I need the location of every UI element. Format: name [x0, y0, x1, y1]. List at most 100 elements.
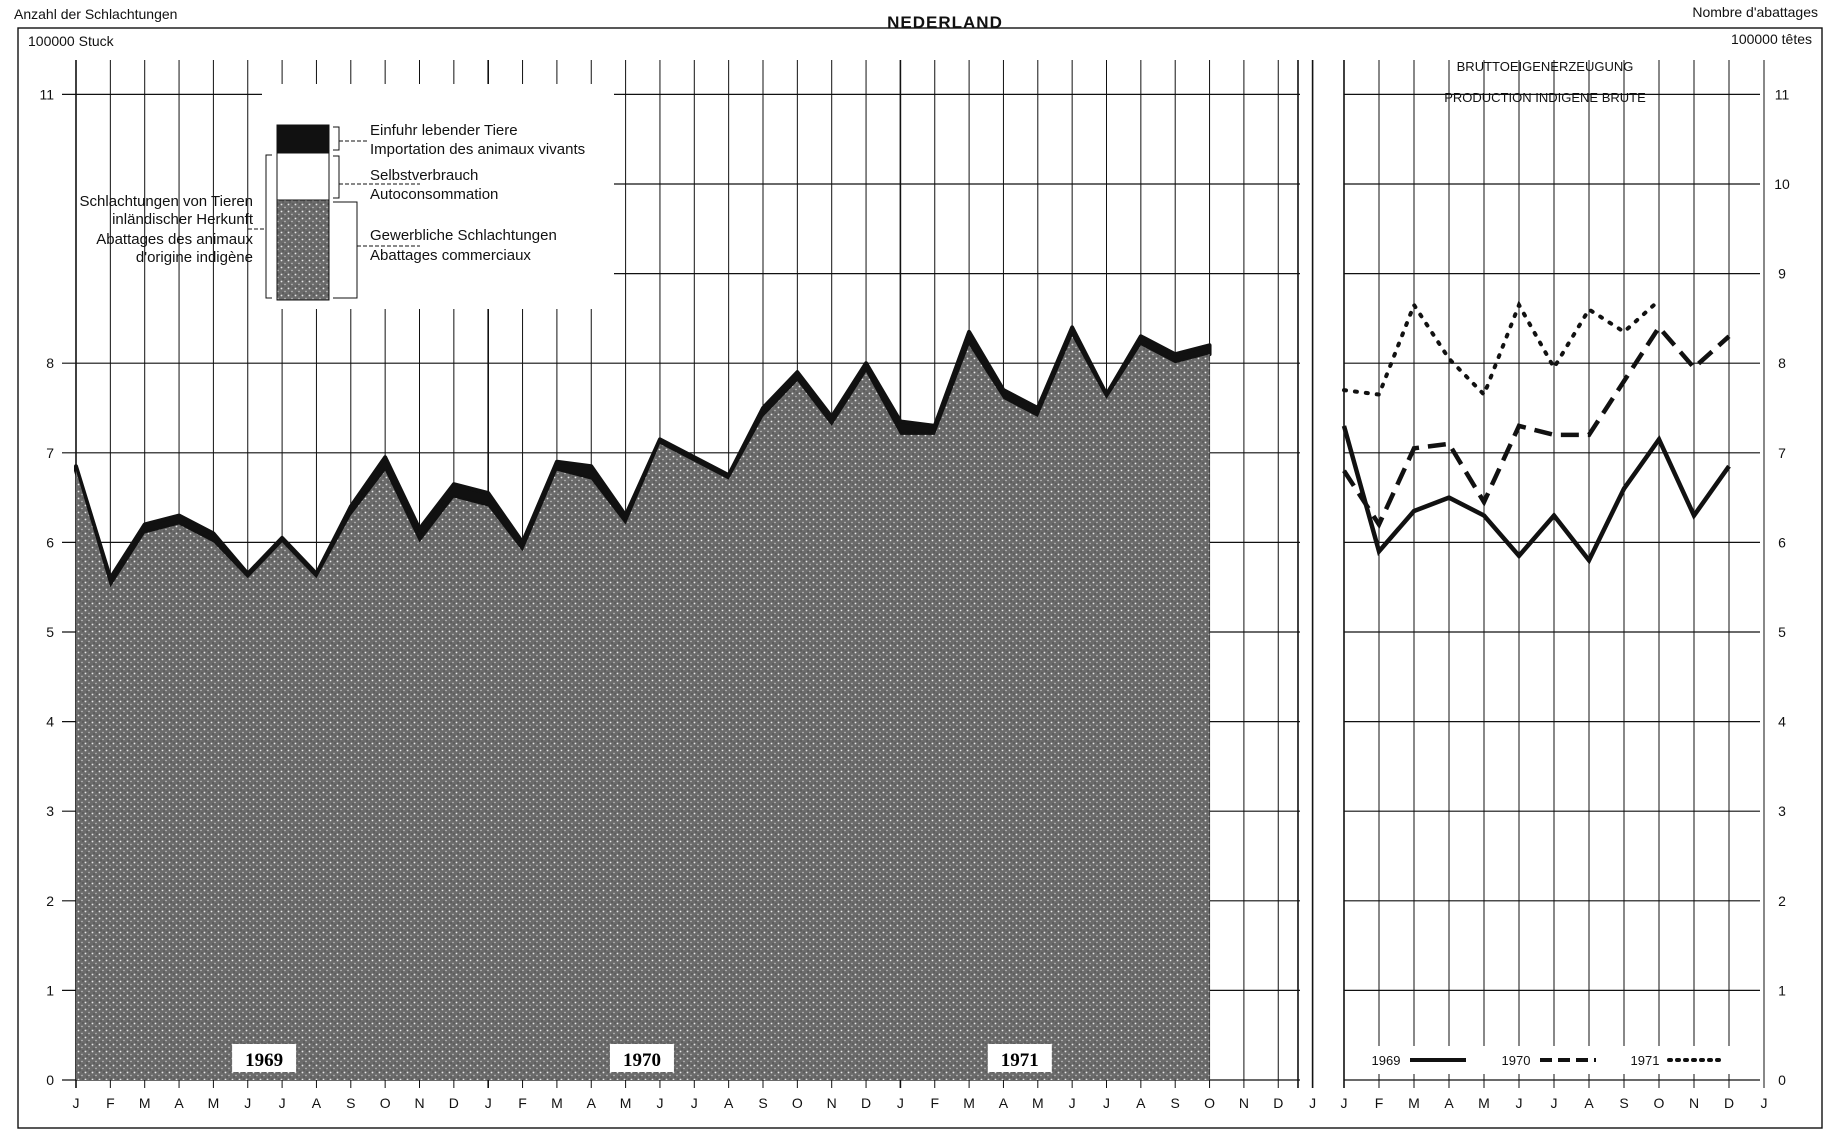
y-tick-right-9: 9 [1778, 266, 1786, 282]
x-tick-right-0: J [1341, 1095, 1348, 1111]
x-tick-left-23: D [861, 1095, 871, 1111]
legend-import-fr: Importation des animaux vivants [370, 141, 585, 158]
legend-domestic-de-1: Schlachtungen von Tieren [80, 193, 253, 210]
x-tick-left-36: J [1309, 1095, 1316, 1111]
legend-bracket-self [333, 155, 340, 199]
y-tick-right-11: 11 [1775, 86, 1790, 102]
x-tick-left-14: M [551, 1095, 563, 1111]
legend-commercial-de: Gewerbliche Schlachtungen [370, 227, 557, 244]
y-tick-right-2: 2 [1778, 893, 1786, 909]
x-tick-left-9: O [380, 1095, 391, 1111]
y-tick-right-8: 8 [1778, 355, 1786, 371]
x-tick-left-22: N [827, 1095, 837, 1111]
x-tick-right-10: N [1689, 1095, 1699, 1111]
legend-bracket-commercial [333, 201, 358, 299]
x-tick-left-11: D [449, 1095, 459, 1111]
y-tick-right-3: 3 [1778, 803, 1786, 819]
legend-commercial-fr: Abattages commerciaux [370, 247, 531, 264]
y-tick-right-5: 5 [1778, 624, 1786, 640]
unit-label-right: 100000 têtes [1731, 31, 1812, 47]
legend-label-1971: 1971 [1631, 1053, 1660, 1068]
x-tick-right-9: O [1654, 1095, 1665, 1111]
x-tick-left-6: J [279, 1095, 286, 1111]
x-tick-left-13: F [518, 1095, 527, 1111]
x-tick-right-2: M [1408, 1095, 1420, 1111]
x-tick-left-17: J [656, 1095, 663, 1111]
x-tick-right-11: D [1724, 1095, 1734, 1111]
x-tick-left-18: J [691, 1095, 698, 1111]
axis-labels: 0 1 2 3 4 5 6 7 8 11 0 1 2 3 4 5 6 7 8 9 10 11 J F M A M J J A S O N D J F M… [39, 86, 1790, 1111]
legend-self-fr: Autoconsommation [370, 186, 498, 203]
year-label-1970: 1970 [623, 1050, 661, 1071]
x-tick-left-29: J [1069, 1095, 1076, 1111]
y-tick-right-6: 6 [1778, 534, 1786, 550]
legend-bg-1971 [1625, 1046, 1755, 1074]
y-tick-right-4: 4 [1778, 714, 1786, 730]
y-tick-left-1: 1 [46, 982, 54, 998]
line-legend: 1969 1970 1971 [1366, 1046, 1755, 1074]
x-tick-right-12: J [1761, 1095, 1768, 1111]
x-tick-left-32: S [1171, 1095, 1180, 1111]
y-tick-right-10: 10 [1774, 176, 1790, 192]
year-box-1971 [987, 1044, 1052, 1072]
x-tick-left-21: O [792, 1095, 803, 1111]
y-tick-left-5: 5 [46, 624, 54, 640]
y-tick-left-7: 7 [46, 445, 54, 461]
x-tick-left-34: N [1239, 1095, 1249, 1111]
y-tick-left-6: 6 [46, 534, 54, 550]
x-tick-left-33: O [1204, 1095, 1215, 1111]
line-series-1971 [1342, 298, 1661, 399]
legend-label-1970: 1970 [1502, 1053, 1531, 1068]
stack-legend: Einfuhr lebender Tiere Importation des a… [80, 84, 614, 309]
area-series: 1969 1970 1971 [74, 325, 1212, 1080]
y-axis-title-right: Nombre d'abattages [1692, 4, 1818, 20]
y-axis-title-left: Anzahl der Schlachtungen [14, 6, 177, 22]
legend-bracket-import [333, 126, 340, 151]
x-tick-right-1: F [1375, 1095, 1384, 1111]
x-tick-left-16: M [620, 1095, 632, 1111]
y-tick-right-7: 7 [1778, 445, 1786, 461]
y-tick-right-0: 0 [1778, 1072, 1786, 1088]
legend-domestic-fr-1: Abattages des animaux [96, 231, 253, 248]
outer-frame [17, 27, 1823, 1129]
x-tick-right-6: J [1551, 1095, 1558, 1111]
x-tick-left-7: A [312, 1095, 322, 1111]
y-tick-right-1: 1 [1778, 982, 1786, 998]
y-tick-left-8: 8 [46, 355, 54, 371]
legend-self-de: Selbstverbrauch [370, 167, 478, 184]
x-tick-left-35: D [1273, 1095, 1283, 1111]
x-tick-left-15: A [587, 1095, 597, 1111]
legend-swatch-commercial [276, 199, 330, 301]
y-tick-left-2: 2 [46, 893, 54, 909]
legend-swatch-self [276, 152, 330, 201]
x-tick-left-26: M [963, 1095, 975, 1111]
x-tick-left-25: F [930, 1095, 939, 1111]
x-tick-left-8: S [346, 1095, 355, 1111]
chart-title: NEDERLAND [887, 13, 1003, 32]
line-series-1969 [1341, 425, 1731, 565]
y-tick-left-9: 11 [39, 86, 54, 102]
x-tick-right-5: J [1516, 1095, 1523, 1111]
x-tick-right-3: A [1444, 1095, 1454, 1111]
x-tick-left-31: A [1136, 1095, 1146, 1111]
year-box-1970 [609, 1044, 674, 1072]
x-tick-left-1: F [106, 1095, 115, 1111]
right-title-fr: PRODUCTION INDIGENE BRUTE [1444, 90, 1646, 105]
legend-swatch-import [276, 124, 330, 154]
x-tick-left-27: A [999, 1095, 1009, 1111]
y-tick-left-4: 4 [46, 714, 54, 730]
x-tick-left-5: J [244, 1095, 251, 1111]
year-label-1969: 1969 [245, 1050, 283, 1071]
x-tick-left-20: S [758, 1095, 767, 1111]
year-label-1971: 1971 [1001, 1050, 1039, 1071]
x-tick-left-19: A [724, 1095, 734, 1111]
unit-label-left: 100000 Stuck [28, 33, 115, 49]
legend-import-de: Einfuhr lebender Tiere [370, 122, 518, 139]
legend-domestic-de-2: inländischer Herkunft [112, 211, 254, 228]
x-tick-left-3: A [174, 1095, 184, 1111]
x-tick-left-10: N [414, 1095, 424, 1111]
line-series [1341, 298, 1731, 565]
x-tick-left-30: J [1103, 1095, 1110, 1111]
x-tick-right-4: M [1478, 1095, 1490, 1111]
